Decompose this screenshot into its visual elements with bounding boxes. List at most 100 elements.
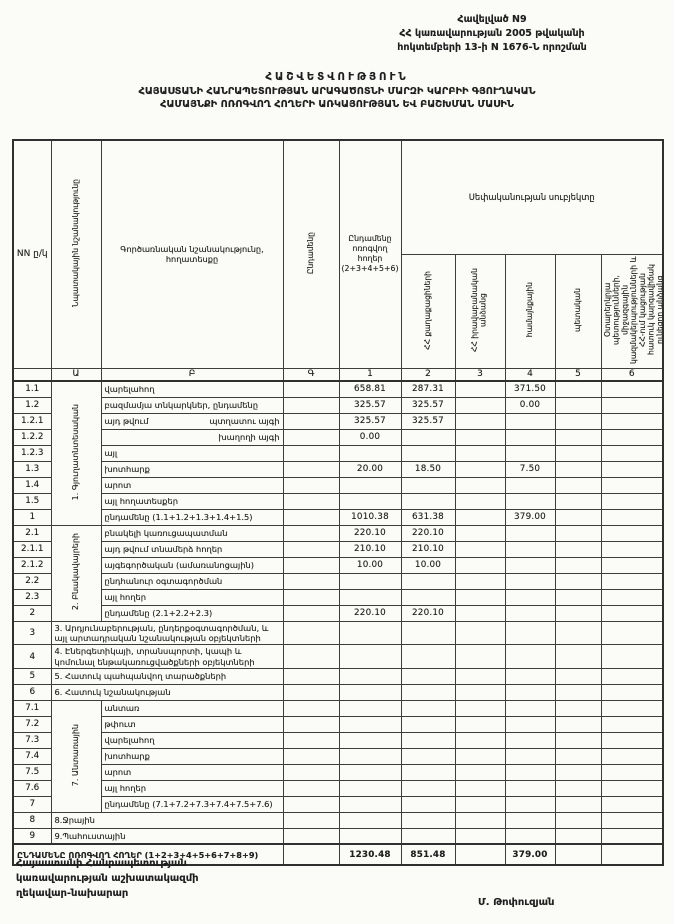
- value-cell: [554, 412, 602, 430]
- table-row: 1.1 1. Գյուղատնտեսական վարելահող 658.81 287.…: [12, 380, 664, 526]
- value-cell: [454, 508, 506, 526]
- row-number: 7.3: [12, 731, 52, 749]
- value-cell: [504, 747, 556, 765]
- value-cell: [600, 811, 664, 829]
- land-type-label-left: այդ թվում: [104, 415, 149, 426]
- value-cell: [454, 747, 506, 765]
- value-cell: [338, 572, 402, 590]
- value-cell: [554, 827, 602, 845]
- value-cell: 220.10: [338, 524, 402, 542]
- value-cell: [400, 779, 456, 797]
- value-cell: [400, 795, 456, 813]
- value-cell: [282, 380, 340, 398]
- land-type-label: 6. Հատուկ նշանակության: [50, 683, 284, 701]
- value-cell: [338, 715, 402, 733]
- value-cell: 851.48: [400, 843, 456, 867]
- value-cell: [554, 795, 602, 813]
- column-letter: 6: [600, 367, 664, 382]
- value-cell: [600, 715, 664, 733]
- value-cell: 7.50: [504, 460, 556, 478]
- value-cell: [600, 444, 664, 462]
- value-cell: [554, 524, 602, 542]
- value-cell: [338, 588, 402, 606]
- legal-persons-vertical-label: ՀՀ իրավաբանական անձանց: [470, 268, 488, 352]
- value-cell: [600, 731, 664, 749]
- value-cell: [504, 731, 556, 749]
- value-cell: [600, 460, 664, 478]
- value-cell: [282, 604, 340, 622]
- row-number: 4: [12, 644, 52, 669]
- value-cell: [554, 683, 602, 701]
- table-row: 7.4 խոտհարք: [12, 747, 664, 765]
- value-cell: [400, 572, 456, 590]
- row-number: 1.5: [12, 492, 52, 510]
- value-cell: [600, 795, 664, 813]
- signatory-title-line: ղեկավար-նախարար: [16, 888, 129, 899]
- title-line: ՀԱՄԱՅՆՔԻ ՈՌՈԳՎՈՂ ՀՈՂԵՐԻ ԱՌԿԱՅՈՒԹՅԱՆ ԵՎ Բ…: [160, 98, 514, 110]
- value-cell: [504, 795, 556, 813]
- value-cell: [554, 460, 602, 478]
- value-cell: [554, 715, 602, 733]
- value-cell: [282, 795, 340, 813]
- value-cell: [338, 444, 402, 462]
- value-cell: [504, 604, 556, 622]
- value-cell: [504, 811, 556, 829]
- value-cell: [554, 644, 602, 669]
- value-cell: [600, 412, 664, 430]
- table-row: 9 9.Պահուստային: [12, 827, 664, 845]
- irrigated-lands-table: NN ը/կ Նպատակային նշանակությունը Գործառն…: [12, 139, 664, 867]
- land-type-label: այդ թվում պտղատու այգի: [100, 412, 284, 430]
- value-cell: [338, 667, 402, 685]
- row-number: 1.4: [12, 476, 52, 494]
- value-cell: [600, 779, 664, 797]
- value-cell: [338, 763, 402, 781]
- value-cell: 20.00: [338, 460, 402, 478]
- row-number: 2: [12, 604, 52, 622]
- report-title: ՀԱՇՎԵՏՎՈՒԹՅՈՒՆ ՀԱՅԱՍՏԱՆԻ ՀԱՆՐԱՊԵՏՈՒԹՅԱՆ …: [0, 71, 674, 111]
- land-type-label: ընդամենը (2.1+2.2+2.3): [100, 604, 284, 622]
- value-cell: [454, 412, 506, 430]
- land-type-label: 4. Էներգետիկայի, տրանսպորտի, կապի և կոմո…: [50, 644, 284, 669]
- value-cell: [338, 795, 402, 813]
- row-number: 2.1.1: [12, 540, 52, 558]
- value-cell: [338, 811, 402, 829]
- land-type-label: արոտ: [100, 763, 284, 781]
- value-cell: [400, 699, 456, 717]
- row-number: 7.1: [12, 699, 52, 717]
- value-cell: [282, 572, 340, 590]
- value-cell: [282, 588, 340, 606]
- value-cell: [600, 683, 664, 701]
- value-cell: [454, 667, 506, 685]
- value-cell: [554, 604, 602, 622]
- table-row: 7.1 7. Անտառային անտառ: [12, 699, 664, 813]
- header-row-main: NN ը/կ Նպատակային նշանակությունը Գործառն…: [12, 139, 664, 369]
- value-cell: [282, 476, 340, 494]
- value-cell: [282, 524, 340, 542]
- value-cell: [554, 540, 602, 558]
- table-row: 1.2.3 այլ: [12, 444, 664, 462]
- table-row: 8 8.Ջրային: [12, 811, 664, 829]
- value-cell: [454, 763, 506, 781]
- value-cell: 220.10: [338, 604, 402, 622]
- value-cell: [282, 763, 340, 781]
- value-cell: [554, 699, 602, 717]
- table-row: 1.3 խոտհարք 20.00 18.50 7.50: [12, 460, 664, 478]
- value-cell: [600, 763, 664, 781]
- value-cell: [600, 540, 664, 558]
- row-number: 2.2: [12, 572, 52, 590]
- value-cell: 210.10: [338, 540, 402, 558]
- title-line: ՀԱՇՎԵՏՎՈՒԹՅՈՒՆ: [265, 72, 409, 83]
- land-type-label: ԸՆԴԱՄԵՆԸ ՈՌՈԳՎՈՂ ՀՈՂԵՐ (1+2+3+4+5+6+7+8+…: [12, 843, 284, 867]
- value-cell: [282, 683, 340, 701]
- value-cell: [282, 508, 340, 526]
- value-cell: [504, 699, 556, 717]
- value-cell: [600, 699, 664, 717]
- land-type-label: արոտ: [100, 476, 284, 494]
- table-row: 2.1.1 այդ թվում տնամերձ հողեր 210.10 210.10: [12, 540, 664, 558]
- table-row: 2.3 այլ հողեր: [12, 588, 664, 606]
- value-cell: [504, 763, 556, 781]
- col-header-citizens: ՀՀ քաղաքացիների: [400, 253, 456, 369]
- value-cell: [282, 667, 340, 685]
- value-cell: [454, 588, 506, 606]
